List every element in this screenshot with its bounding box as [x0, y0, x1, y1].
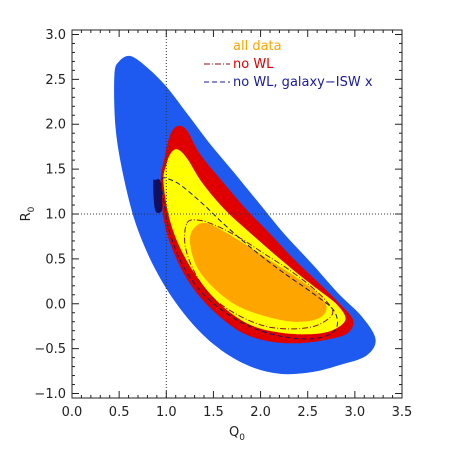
y-tick-label: 0.5 [45, 252, 66, 267]
y-axis-label: R0 [19, 206, 37, 221]
y-tick-label: 1.0 [45, 208, 66, 223]
x-tick-label: 3.0 [345, 405, 366, 420]
legend-label-no-wl-galaxy-isw: no WL, galaxy−ISW x [233, 75, 373, 90]
x-tick-label: 1.5 [203, 405, 224, 420]
x-tick-label: 0.5 [109, 405, 130, 420]
y-tick-label: 3.0 [45, 28, 66, 43]
contour-lines [160, 177, 339, 340]
y-tick-label: 0.0 [45, 297, 66, 312]
y-tick-label: −0.5 [34, 342, 66, 357]
legend: all data no WL no WL, galaxy−ISW x [204, 39, 373, 90]
y-tick-label: 2.0 [45, 118, 66, 133]
y-tick-label: 2.5 [45, 73, 66, 88]
y-axis-ticks: −1.0 −0.5 0.0 0.5 1.0 1.5 2.0 2.5 3.0 [34, 28, 402, 402]
legend-label-no-wl: no WL [233, 57, 274, 72]
y-tick-label: −1.0 [34, 387, 66, 402]
region-navy-sliver [153, 179, 163, 214]
region-core-orange [189, 222, 327, 322]
x-tick-label: 0.0 [62, 405, 83, 420]
reference-lines [72, 30, 402, 398]
contour-line-no-wl [184, 219, 334, 330]
x-axis-label: Q0 [229, 425, 245, 443]
x-tick-label: 2.5 [297, 405, 318, 420]
confidence-regions [114, 55, 376, 375]
x-tick-label: 3.5 [392, 405, 413, 420]
x-tick-label: 1.0 [156, 405, 177, 420]
contour-line-no-wl-galaxy-isw [160, 177, 339, 340]
legend-label-all-data: all data [233, 39, 282, 54]
x-tick-label: 2.0 [250, 405, 271, 420]
x-axis-ticks: 0.0 0.5 1.0 1.5 2.0 2.5 3.0 3.5 [62, 30, 413, 420]
y-tick-label: 1.5 [45, 163, 66, 178]
